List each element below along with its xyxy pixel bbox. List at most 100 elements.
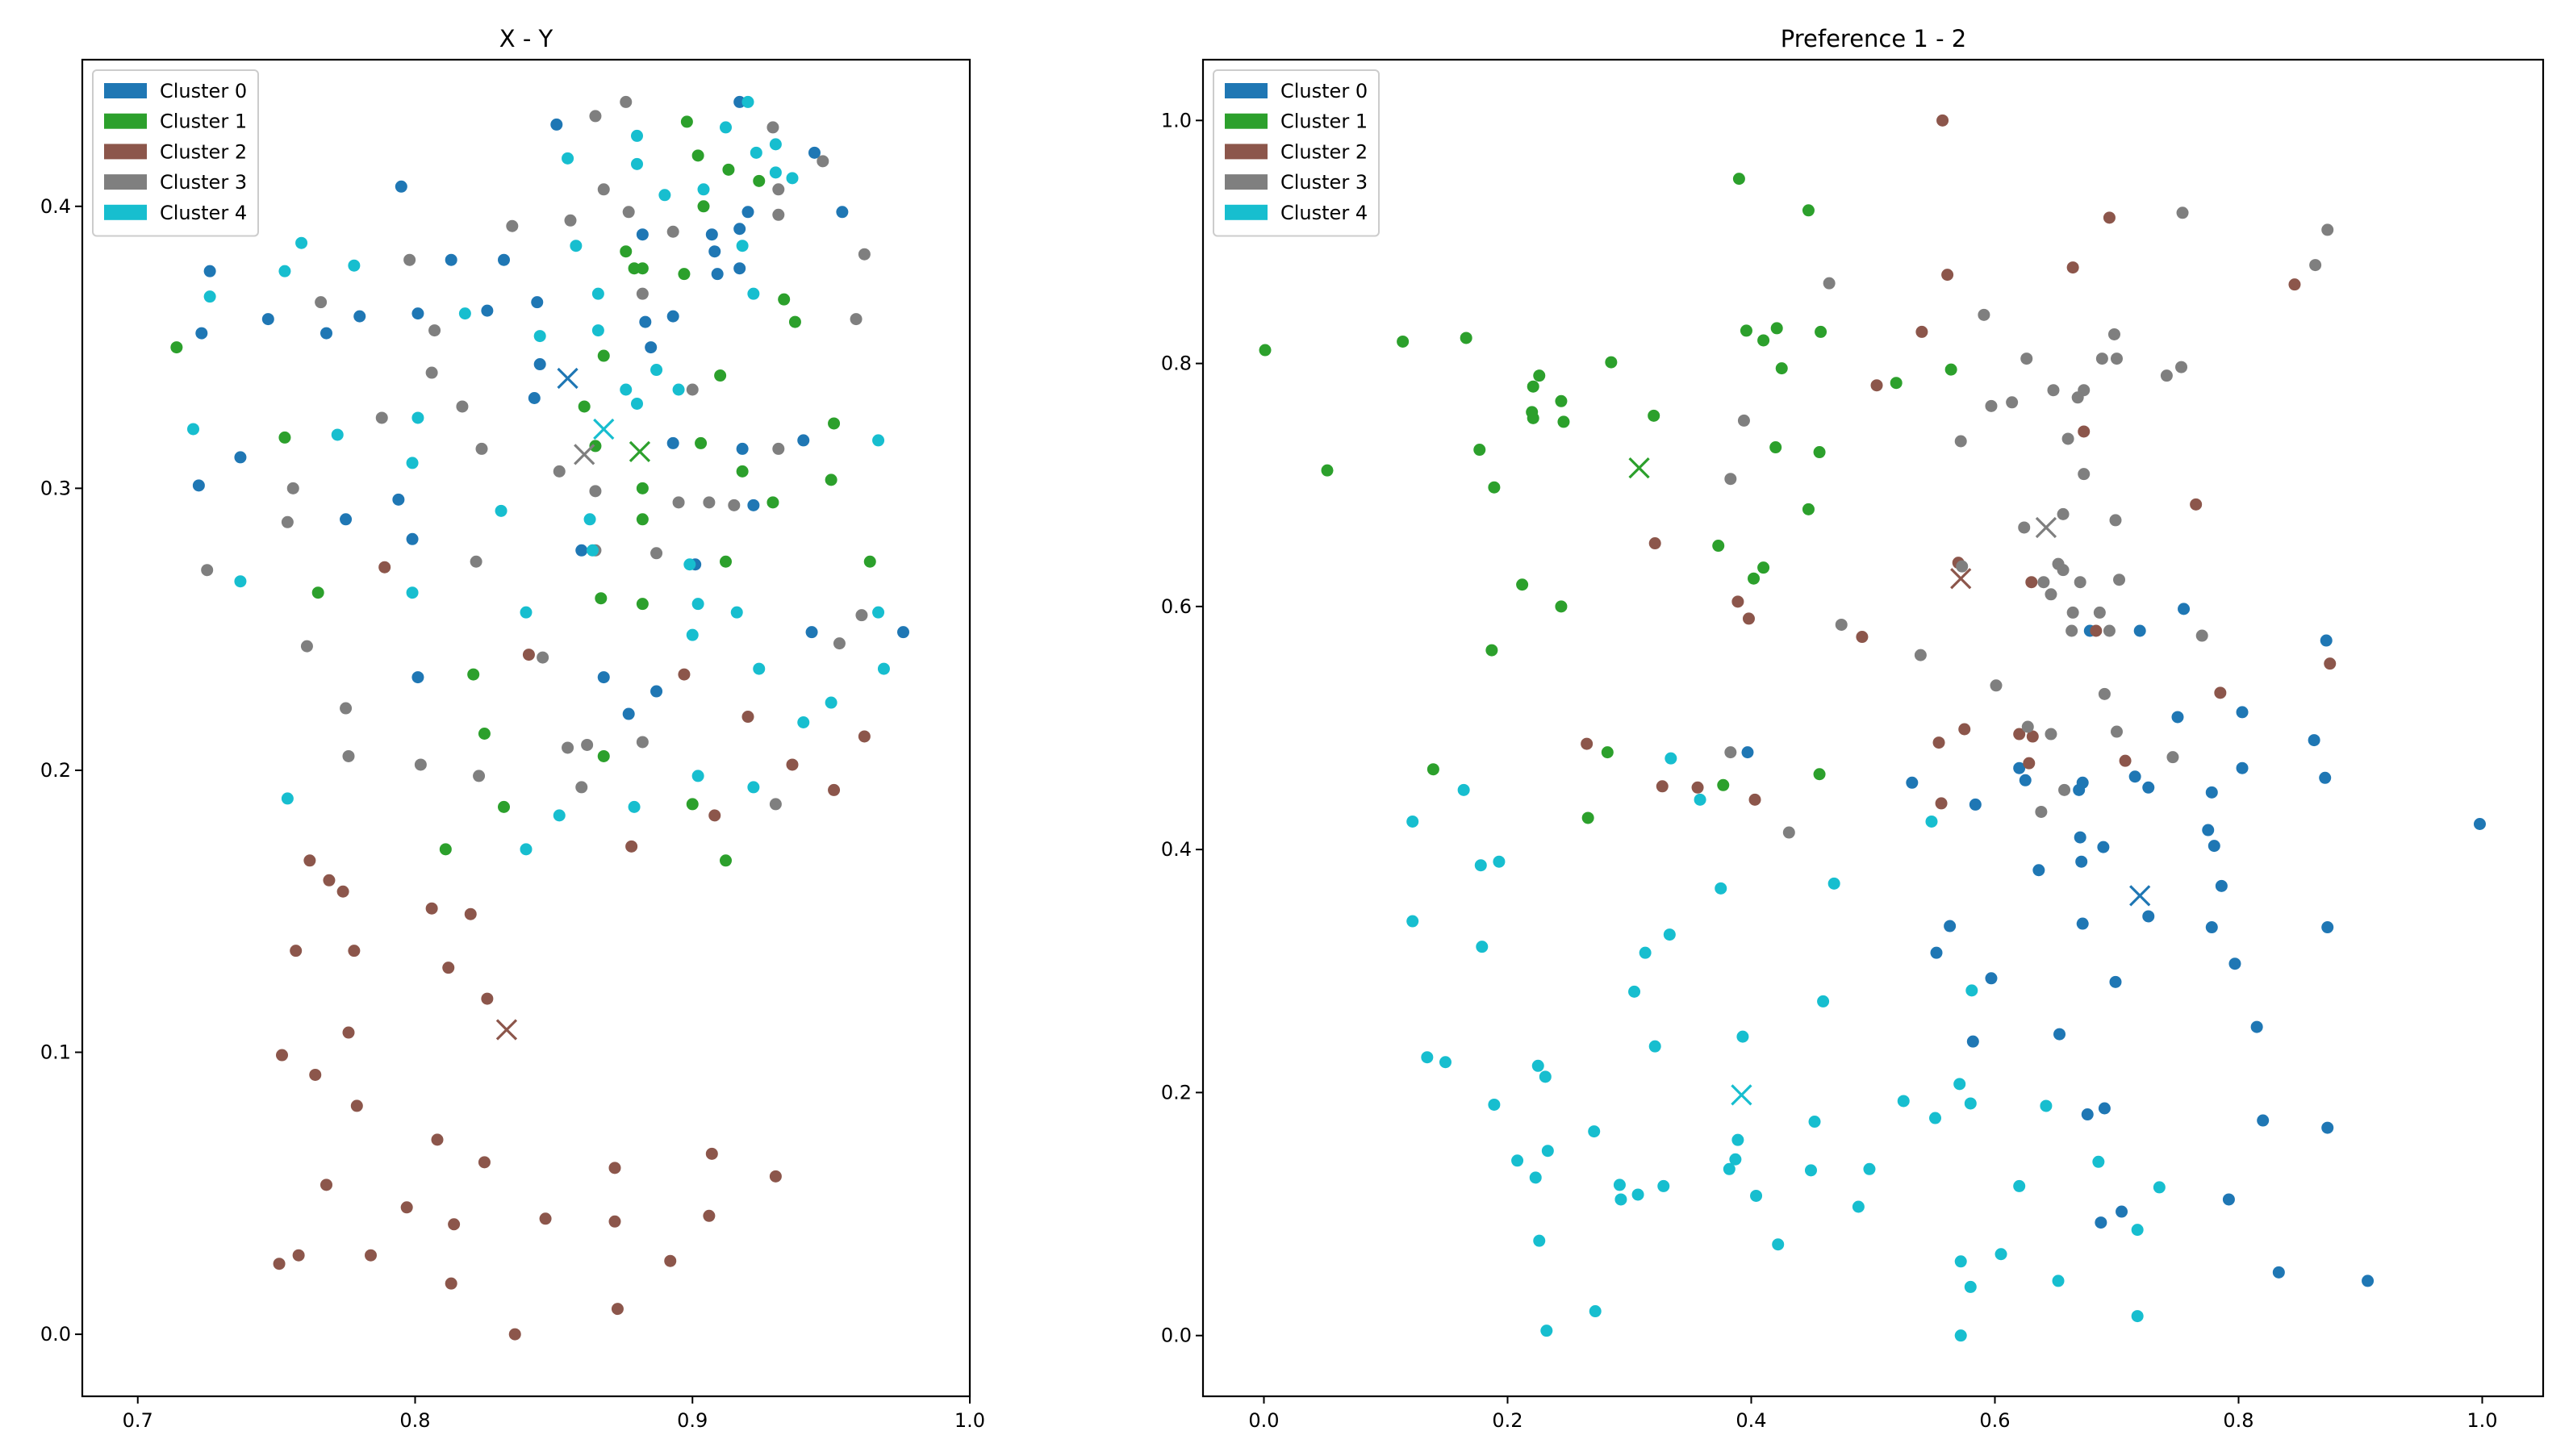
data-point bbox=[720, 555, 732, 568]
data-point bbox=[323, 874, 336, 887]
data-point bbox=[498, 800, 510, 813]
data-point bbox=[575, 544, 588, 557]
data-point bbox=[1724, 473, 1737, 486]
data-point bbox=[448, 1218, 461, 1231]
data-point bbox=[631, 157, 643, 170]
data-point bbox=[850, 313, 863, 326]
data-point bbox=[2236, 706, 2249, 719]
data-point bbox=[736, 442, 749, 455]
data-point bbox=[2131, 1310, 2144, 1323]
data-point bbox=[1757, 334, 1770, 347]
data-point bbox=[2040, 1099, 2053, 1112]
data-point bbox=[2175, 361, 2188, 373]
centroid-marker bbox=[1731, 1084, 1752, 1106]
data-point bbox=[411, 411, 424, 424]
data-point bbox=[2202, 824, 2215, 836]
data-point bbox=[1856, 631, 1869, 644]
data-point bbox=[747, 287, 760, 300]
centroid-stroke bbox=[2129, 885, 2151, 907]
data-point bbox=[2142, 910, 2155, 923]
data-point bbox=[714, 369, 727, 382]
data-point bbox=[467, 668, 480, 681]
data-point bbox=[1476, 941, 1489, 953]
data-point bbox=[1555, 394, 1568, 407]
data-point bbox=[1488, 481, 1501, 494]
data-point bbox=[733, 223, 746, 236]
data-point bbox=[736, 465, 749, 478]
x-tick-label: 1.0 bbox=[954, 1409, 985, 1432]
data-point bbox=[286, 482, 299, 494]
y-tick-label: 1.0 bbox=[1161, 109, 1192, 131]
data-point bbox=[1493, 855, 1506, 868]
data-point bbox=[278, 265, 291, 277]
data-point bbox=[650, 547, 663, 560]
data-point bbox=[1426, 763, 1439, 776]
data-point bbox=[691, 149, 704, 162]
data-point bbox=[2093, 606, 2106, 619]
data-point bbox=[1732, 173, 1745, 186]
data-point bbox=[591, 287, 604, 300]
data-point bbox=[1772, 1238, 1785, 1251]
data-point bbox=[788, 315, 801, 328]
data-point bbox=[1802, 503, 1815, 515]
data-point bbox=[2111, 725, 2123, 738]
data-point bbox=[1406, 815, 1419, 828]
data-point bbox=[595, 592, 608, 605]
data-point bbox=[1929, 1112, 1942, 1124]
data-point bbox=[1406, 915, 1419, 928]
data-point bbox=[2074, 831, 2086, 844]
data-point bbox=[340, 513, 353, 526]
data-point bbox=[2153, 1181, 2166, 1194]
data-point bbox=[703, 1209, 716, 1222]
data-point bbox=[1813, 446, 1826, 459]
data-point bbox=[445, 1277, 457, 1290]
data-point bbox=[1969, 798, 1982, 811]
data-point bbox=[1965, 984, 1978, 997]
data-point bbox=[2308, 734, 2320, 747]
data-point bbox=[1748, 572, 1761, 585]
data-point bbox=[2119, 754, 2132, 767]
data-point bbox=[797, 716, 810, 729]
data-point bbox=[201, 564, 214, 577]
data-point bbox=[1954, 1255, 1967, 1268]
data-point bbox=[639, 315, 652, 328]
data-point bbox=[2215, 879, 2228, 892]
data-point bbox=[2195, 629, 2208, 642]
data-point bbox=[1736, 1030, 1749, 1043]
x-tick-label: 0.7 bbox=[123, 1409, 153, 1432]
y-tick-label: 0.0 bbox=[1161, 1325, 1192, 1347]
data-point bbox=[769, 1170, 782, 1183]
data-point bbox=[553, 465, 566, 478]
data-point bbox=[1527, 411, 1539, 424]
data-point bbox=[281, 515, 294, 528]
data-point bbox=[691, 598, 704, 611]
data-point bbox=[456, 400, 469, 413]
data-point bbox=[1823, 277, 1836, 290]
data-point bbox=[741, 206, 754, 219]
data-point bbox=[1914, 649, 1927, 661]
data-point bbox=[562, 152, 574, 165]
data-point bbox=[2071, 391, 2084, 404]
data-point bbox=[1915, 325, 1928, 338]
data-point bbox=[1712, 540, 1725, 553]
data-point bbox=[1488, 1098, 1501, 1111]
data-point bbox=[650, 685, 663, 698]
data-point bbox=[2109, 514, 2122, 527]
legend-label: Cluster 3 bbox=[160, 171, 247, 194]
data-point bbox=[730, 606, 743, 619]
data-point bbox=[817, 155, 829, 168]
data-point bbox=[475, 442, 488, 455]
data-point bbox=[2057, 507, 2070, 520]
x-tick-label: 0.9 bbox=[677, 1409, 708, 1432]
data-point bbox=[234, 451, 247, 464]
data-point bbox=[1321, 464, 1334, 477]
legend-label: Cluster 3 bbox=[1280, 171, 1368, 194]
data-point bbox=[1890, 377, 1903, 390]
data-point bbox=[825, 696, 837, 709]
data-point bbox=[858, 248, 871, 261]
data-point bbox=[2021, 720, 2034, 733]
data-point bbox=[428, 324, 441, 337]
data-point bbox=[597, 349, 610, 362]
data-point bbox=[2160, 369, 2173, 382]
data-point bbox=[1631, 1188, 1644, 1201]
